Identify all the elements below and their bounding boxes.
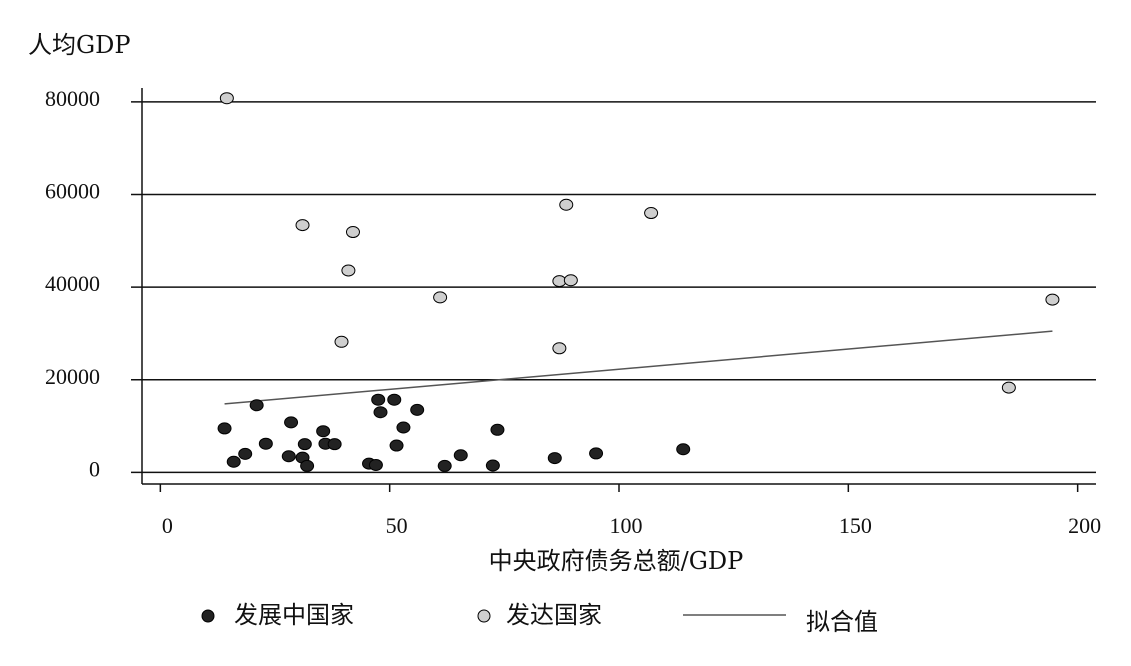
- y-tick-label: 80000: [45, 86, 100, 111]
- point-developing: [437, 459, 452, 472]
- point-developing: [327, 438, 342, 451]
- point-developing: [316, 425, 331, 438]
- point-developing: [490, 423, 505, 436]
- legend-label-developing: 发展中国家: [234, 601, 354, 629]
- y-axis-title: 人均GDP: [28, 31, 131, 59]
- legend-marker-developing: [201, 609, 215, 623]
- point-developed: [1045, 293, 1060, 306]
- point-developing: [387, 393, 402, 406]
- legend: 发展中国家 发达国家 拟合值: [201, 601, 878, 636]
- y-tick-label: 0: [89, 456, 100, 481]
- point-developing: [676, 443, 691, 456]
- y-tick-label: 60000: [45, 179, 100, 204]
- data-points: [217, 92, 1060, 472]
- point-developing: [453, 449, 468, 462]
- point-developed: [1001, 381, 1016, 394]
- y-tick-label: 40000: [45, 271, 100, 296]
- y-tick-label: 20000: [45, 364, 100, 389]
- x-axis-title: 中央政府债务总额/GDP: [489, 547, 744, 575]
- point-developing: [226, 455, 241, 468]
- fit-line: [224, 330, 1053, 405]
- point-developed: [341, 264, 356, 277]
- point-developed: [563, 274, 578, 287]
- y-tick-labels: 0 20000 40000 60000 80000: [45, 86, 100, 482]
- point-developing: [300, 459, 315, 472]
- point-developing: [589, 447, 604, 460]
- point-developed: [433, 291, 448, 304]
- point-developing: [547, 452, 562, 465]
- point-developing: [396, 421, 411, 434]
- point-developing: [258, 437, 273, 450]
- point-developed: [345, 226, 360, 239]
- point-developing: [284, 416, 299, 429]
- x-tick-label: 100: [610, 513, 643, 538]
- x-tick-label: 50: [386, 513, 408, 538]
- point-developed: [295, 219, 310, 232]
- x-tick-label: 200: [1068, 513, 1101, 538]
- legend-marker-developed: [477, 609, 491, 623]
- x-tick-labels: 0 50 100 150 200: [159, 484, 1101, 538]
- point-developing: [373, 406, 388, 419]
- point-developing: [249, 399, 264, 412]
- point-developed: [334, 335, 349, 348]
- x-tick-label: 0: [162, 513, 173, 538]
- point-developed: [552, 342, 567, 355]
- point-developing: [371, 393, 386, 406]
- point-developing: [217, 422, 232, 435]
- x-tick-label: 150: [839, 513, 872, 538]
- point-developing: [281, 450, 296, 463]
- point-developing: [297, 438, 312, 451]
- point-developed: [644, 207, 659, 220]
- point-developing: [410, 403, 425, 416]
- point-developed: [559, 198, 574, 211]
- point-developing: [389, 439, 404, 452]
- legend-label-fit: 拟合值: [806, 608, 878, 636]
- grid-lines: [131, 101, 1096, 474]
- point-developed: [219, 92, 234, 105]
- fit-line-group: [224, 330, 1053, 405]
- point-developing: [238, 447, 253, 460]
- legend-label-developed: 发达国家: [506, 601, 602, 629]
- point-developing: [368, 459, 383, 472]
- point-developing: [485, 459, 500, 472]
